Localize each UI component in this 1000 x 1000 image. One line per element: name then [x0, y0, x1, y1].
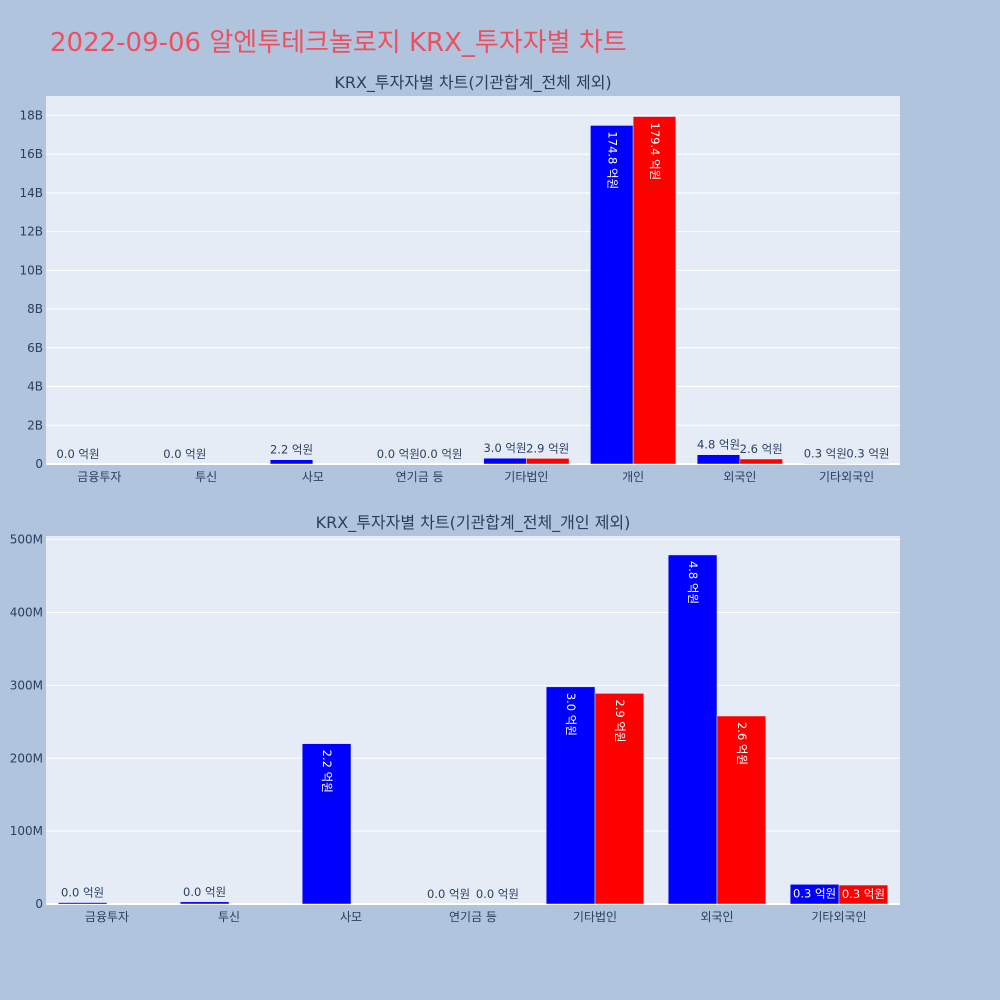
- data-label: 2.6 억원: [735, 722, 749, 765]
- x-tick-label: 사모: [302, 470, 324, 484]
- data-label: 0.0 억원: [476, 887, 519, 901]
- data-label: 2.9 억원: [526, 441, 569, 455]
- data-label: 0.0 억원: [419, 447, 462, 461]
- y-tick-label: 0: [35, 897, 43, 911]
- data-label: 2.2 억원: [320, 750, 334, 793]
- x-tick-label: 사모: [340, 910, 362, 924]
- data-label: 0.0 억원: [377, 447, 420, 461]
- bar: [739, 458, 783, 465]
- bar: [545, 686, 596, 905]
- x-tick-label: 기타외국인: [811, 910, 866, 924]
- y-tick-label: 16B: [19, 147, 43, 161]
- bar: [483, 457, 527, 465]
- y-tick-label: 200M: [10, 751, 43, 765]
- x-tick-label: 금융투자: [85, 910, 129, 924]
- x-tick-label: 금융투자: [77, 470, 121, 484]
- data-label: 0.3 억원: [842, 887, 885, 901]
- page-title: 2022-09-06 알엔투테크놀로지 KRX_투자자별 차트: [50, 28, 627, 58]
- chart-title: KRX_투자자별 차트(기관합계_전체 제외): [334, 73, 611, 93]
- y-tick-label: 300M: [10, 678, 43, 692]
- data-label: 0.3 억원: [804, 446, 847, 460]
- x-tick-label: 투신: [218, 910, 240, 924]
- x-tick-label: 투신: [195, 470, 217, 484]
- chart-top: KRX_투자자별 차트(기관합계_전체 제외) 0 2B 4B 6B 8B 10B 12B 14…: [19, 73, 900, 484]
- bar: [526, 458, 570, 465]
- x-tick-label: 외국인: [700, 910, 733, 924]
- bar: [667, 554, 718, 905]
- bar: [632, 116, 677, 465]
- data-label: 0.3 억원: [846, 446, 889, 460]
- x-tick-label: 외국인: [723, 470, 756, 484]
- bar: [179, 901, 230, 905]
- data-label: 0.0 억원: [61, 886, 104, 900]
- bar: [846, 463, 890, 465]
- bar: [269, 459, 314, 465]
- x-tick-label: 기타외국인: [819, 470, 874, 484]
- data-label: 174.8 억원: [605, 131, 619, 189]
- data-label: 179.4 억원: [648, 123, 662, 181]
- data-label: 0.0 억원: [56, 447, 99, 461]
- data-label: 3.0 억원: [483, 441, 526, 455]
- data-label: 4.8 억원: [697, 438, 740, 452]
- bar: [301, 743, 352, 905]
- bar: [716, 715, 767, 905]
- y-tick-label: 10B: [19, 263, 43, 277]
- data-label: 0.3 억원: [793, 886, 836, 900]
- bar: [838, 884, 889, 905]
- data-label: 4.8 억원: [686, 561, 700, 604]
- bar: [696, 454, 741, 465]
- y-tick-label: 0: [35, 457, 43, 471]
- data-label: 3.0 억원: [564, 693, 578, 736]
- y-tick-label: 8B: [27, 302, 43, 316]
- y-tick-label: 4B: [27, 380, 43, 394]
- chart-title: KRX_투자자별 차트(기관합계_전체_개인 제외): [316, 513, 631, 533]
- x-tick-label: 연기금 등: [396, 470, 444, 484]
- x-tick-label: 기타법인: [504, 470, 548, 484]
- data-label: 2.9 억원: [613, 699, 627, 742]
- bar: [590, 125, 634, 465]
- y-tick-label: 12B: [19, 225, 43, 239]
- x-tick-label: 개인: [622, 470, 644, 484]
- data-label: 0.0 억원: [427, 887, 470, 901]
- y-tick-label: 2B: [27, 418, 43, 432]
- data-label: 0.0 억원: [183, 885, 226, 899]
- y-tick-label: 18B: [19, 108, 43, 122]
- chart-bottom: KRX_투자자별 차트(기관합계_전체_개인 제외) 0 100M 200M 300M 4…: [10, 513, 900, 924]
- data-label: 2.6 억원: [740, 442, 783, 456]
- x-tick-label: 기타법인: [573, 910, 617, 924]
- bar: [57, 902, 108, 905]
- bar: [803, 463, 847, 465]
- plot-area: [46, 96, 900, 464]
- data-label: 0.0 억원: [163, 447, 206, 461]
- y-tick-label: 14B: [19, 186, 43, 200]
- bar: [594, 693, 645, 905]
- y-tick-label: 500M: [10, 533, 43, 547]
- data-label: 2.2 억원: [270, 443, 313, 457]
- plot-area: [46, 536, 900, 904]
- x-tick-label: 연기금 등: [449, 910, 497, 924]
- y-tick-label: 100M: [10, 824, 43, 838]
- y-tick-label: 400M: [10, 606, 43, 620]
- y-tick-label: 6B: [27, 341, 43, 355]
